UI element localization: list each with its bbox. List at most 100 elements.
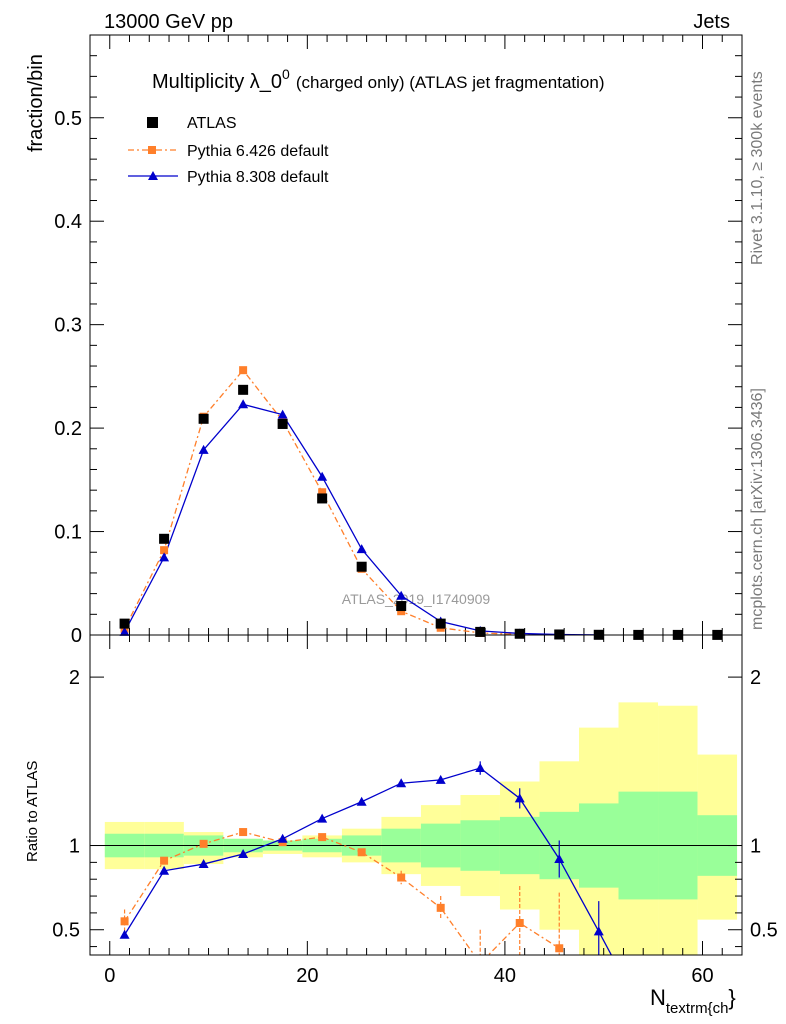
pythia8-point [238,399,249,409]
ratio-x-axis: 0 20 40 60 [104,635,743,987]
pythia6-ratio-point [436,903,445,912]
pythia6-line [123,369,560,636]
legend-label-pythia8: Pythia 8.308 default [187,169,329,186]
pythia8-ratio-point [317,813,328,823]
pythia8-point [198,444,209,454]
ratio-y-axis: 0.5 0.5 1 1 2 2 [52,667,778,948]
main-title-suffix: (charged only) (ATLAS jet fragmentation) [296,73,605,92]
pythia8-ratio-point [396,778,407,788]
pythia8-ratio-point [554,854,565,863]
pythia6-ratio-point [160,856,169,865]
main-title: Multiplicity λ_00 (charged only) (ATLAS j… [152,66,605,93]
atlas-point [356,561,367,572]
pythia6-point [397,607,406,616]
x-axis-label-brace: } [728,985,735,1010]
atlas-point [159,533,170,544]
pythia6-ratio-point [120,917,129,926]
pythia8-point [396,590,407,600]
x-axis-label: Ntextrm{ch} [650,985,736,1017]
pythia8-ratio-point [593,926,604,936]
ratio-y-tick-label-right: 2 [750,667,761,689]
pythia8-ratio-point [238,848,249,858]
atlas-point [198,413,209,424]
pythia8-ratio-point [159,865,170,875]
ratio-y-tick-label-left: 0.5 [52,920,80,942]
pythia8-ratio-point [633,1001,643,1010]
pythia8-point [159,552,170,562]
x-tick-label: 20 [296,965,318,987]
legend: ATLAS Pythia 6.426 default Pythia 8.308 … [128,115,329,186]
ratio-y-tick-label-right: 1 [750,836,761,858]
atlas-point [554,629,565,640]
header-left: 13000 GeV pp [104,11,233,33]
atlas-point [277,418,288,429]
pythia8-ratio-point [356,796,367,806]
x-tick-label: 60 [691,965,713,987]
atlas-point [119,618,130,629]
pythia6-ratio-point [555,944,564,953]
pythia6-point [239,366,248,375]
atlas-point [435,618,446,629]
atlas-point [514,628,525,639]
ratio-series-clipped [119,761,643,1010]
pythia6-point [318,488,327,497]
pythia6-ratio-point [476,959,484,967]
atlas-point [238,384,249,395]
legend-marker-pythia6 [148,146,156,154]
legend-marker-pythia8 [148,171,158,180]
ratio-y-tick-label-left: 1 [69,836,80,858]
main-title-superscript: 0 [282,66,290,82]
main-y-tick-label: 0 [71,625,82,647]
pythia6-ratio-point [318,833,327,842]
atlas-point [317,493,328,504]
pythia8-ratio-point [277,833,288,843]
main-series-group [119,366,723,640]
ratio-y-tick-label-left: 2 [69,667,80,689]
legend-marker-atlas [147,117,158,128]
x-axis-label-subscript: textrm{ch [666,1000,729,1017]
ratio-y-axis-label: Ratio to ATLAS [24,761,41,862]
pythia8-ratio-point [198,859,209,869]
pythia6-ratio-line [124,831,560,955]
pythia6-ratio-point [357,848,366,857]
ratio-plot-panel: 0.5 0.5 1 1 2 2 0 20 40 60 Ratio to ATLAS Ntextr… [24,634,778,1017]
side-label-top: Rivet 3.1.10, ≥ 300k events [749,71,766,265]
x-axis-label-main: N [650,985,666,1010]
main-y-tick-label: 0.4 [54,211,82,233]
atlas-point [475,626,486,637]
main-y-tick-label: 0.5 [54,108,82,130]
analysis-watermark: ATLAS_2019_I1740909 [342,591,491,607]
pythia8-ratio-point [119,929,130,939]
atlas-point [396,601,407,612]
x-tick-label: 40 [494,965,516,987]
main-y-axis-label: fraction/bin [25,54,47,152]
main-y-tick-label: 0.3 [54,315,82,337]
side-label-bottom: mcplots.cern.ch [arXiv:1306.3436] [749,388,766,630]
x-tick-label: 0 [104,965,115,987]
main-x-ticks [109,35,743,635]
pythia8-point [119,626,130,636]
main-title-text: Multiplicity λ_0 [152,71,282,93]
ratio-y-tick-label-right: 0.5 [750,920,778,942]
ratio-uncertainty-bands [104,702,738,955]
ratio-frame [89,634,743,956]
pythia8-ratio-point [514,793,525,803]
pythia6-ratio-point [397,873,406,882]
pythia6-ratio-point [239,828,248,837]
ratio-series-group [119,761,643,1010]
pythia8-point [277,409,288,419]
legend-label-atlas: ATLAS [187,115,237,132]
legend-label-pythia6: Pythia 6.426 default [187,143,329,160]
main-plot-panel: 0 0.1 0.2 0.3 0.4 0.5 fraction/bin Multiplici… [25,34,743,647]
pythia8-ratio-point [435,774,446,784]
header-right: Jets [693,11,730,33]
main-y-tick-label: 0.1 [54,522,82,544]
pythia8-ratio-point [475,763,486,773]
main-y-axis: 0 0.1 0.2 0.3 0.4 0.5 [54,55,742,647]
pythia8-point [317,471,328,481]
pythia8-point [356,544,367,554]
pythia6-ratio-point [515,919,524,927]
pythia8-ratio-line [124,767,613,955]
pythia6-point [160,546,169,555]
